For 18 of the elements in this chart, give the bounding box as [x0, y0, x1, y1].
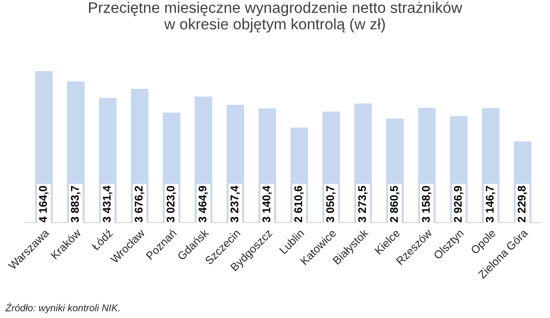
data-label: 3 140,4: [262, 186, 272, 222]
data-label: 2 926,9: [454, 186, 464, 222]
data-label: 3 676,2: [134, 186, 144, 222]
data-label: 3 464,9: [198, 186, 208, 222]
data-label: 3 237,4: [230, 186, 240, 222]
data-label: 3 883,7: [70, 186, 80, 222]
data-label: 2 860,5: [390, 186, 400, 222]
data-label: 2 610,6: [294, 186, 304, 222]
text: Źródło: wyniki kontroli NIK.: [5, 302, 120, 314]
data-label: 3 431,4: [102, 186, 112, 222]
data-label: 3 158,0: [422, 186, 432, 222]
data-label: 3 146,7: [486, 186, 496, 222]
data-label: 2 229,8: [518, 186, 528, 222]
chart-title: Przeciętne miesięczne wynagrodzenie netto strażników w okresie objętym kontrolą (w zł): [89, 2, 462, 32]
data-label: 4 164,0: [39, 186, 48, 222]
data-label: 3 023,0: [166, 186, 176, 222]
data-label: 3 050,7: [326, 186, 336, 222]
data-label: 3 273,5: [358, 186, 368, 222]
